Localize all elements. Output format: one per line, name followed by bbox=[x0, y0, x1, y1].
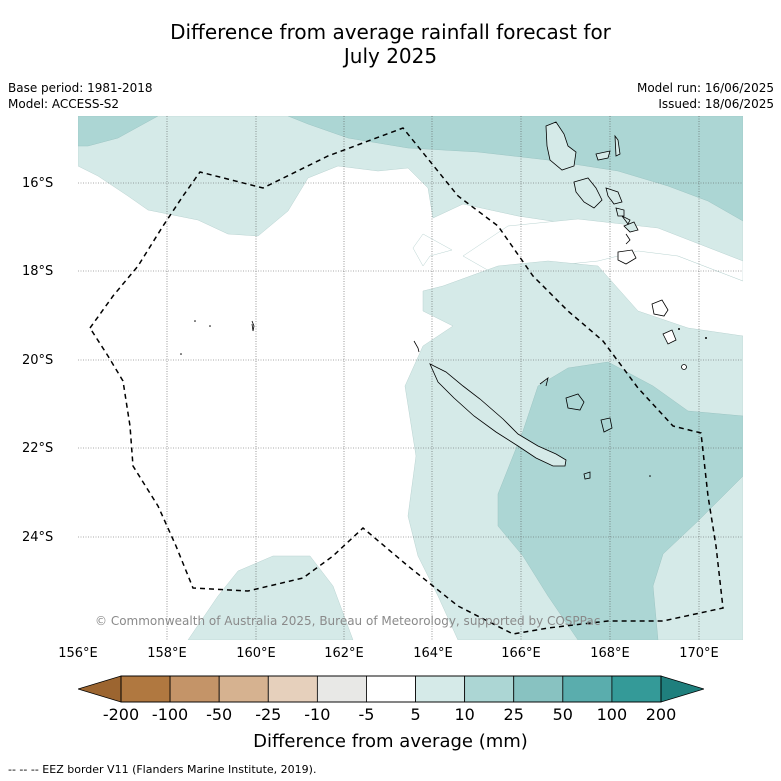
lat-label-20s: 20°S bbox=[22, 353, 54, 368]
meta-right: Model run: 16/06/2025 Issued: 18/06/2025 bbox=[637, 80, 774, 112]
vanuatu-espiritu-santo bbox=[545, 121, 577, 171]
lat-label-24s: 24°S bbox=[22, 530, 54, 545]
colorbar-tick-label: -10 bbox=[304, 705, 331, 724]
colorbar-segment bbox=[513, 675, 564, 703]
lon-label-162e: 162°E bbox=[324, 646, 364, 661]
new-caledonia-island bbox=[429, 363, 567, 467]
model-name: Model: ACCESS-S2 bbox=[8, 97, 120, 111]
lat-label-22s: 22°S bbox=[22, 441, 54, 456]
map-area bbox=[78, 116, 743, 640]
chesterfield-islet bbox=[251, 320, 255, 332]
copyright-notice: © Commonwealth of Australia 2025, Bureau… bbox=[95, 614, 601, 628]
loyalty-island-mare bbox=[600, 417, 613, 433]
loyalty-island-lifou bbox=[565, 393, 585, 411]
title-line-1: Difference from average rainfall forecas… bbox=[170, 20, 611, 44]
title-line-2: July 2025 bbox=[343, 44, 438, 68]
colorbar-segment bbox=[267, 675, 318, 703]
loyalty-island-ouvea bbox=[539, 377, 549, 387]
vanuatu-malekula bbox=[573, 177, 603, 209]
vanuatu-maewo bbox=[614, 134, 621, 157]
vanuatu-tanna bbox=[625, 233, 631, 245]
colorbar-tick-label: 5 bbox=[410, 705, 421, 724]
shade-white-hole bbox=[412, 233, 453, 267]
eez-border bbox=[89, 127, 724, 635]
map-title: Difference from average rainfall forecas… bbox=[0, 20, 781, 68]
lat-label-16s: 16°S bbox=[22, 176, 54, 191]
colorbar-frame bbox=[120, 675, 662, 703]
colorbar-tick-label: -50 bbox=[206, 705, 233, 724]
islet-far-east bbox=[705, 337, 707, 339]
colorbar-segment bbox=[611, 675, 662, 703]
shade-medium-central bbox=[497, 361, 743, 640]
lon-label-156e: 156°E bbox=[58, 646, 98, 661]
base-period: Base period: 1981-2018 bbox=[8, 81, 153, 95]
walpole-islet bbox=[649, 475, 651, 477]
colorbar-arrow-high bbox=[660, 675, 704, 703]
vanuatu-epi bbox=[615, 207, 625, 217]
lon-label-170e: 170°E bbox=[679, 646, 719, 661]
isle-of-pines bbox=[583, 471, 591, 480]
island-hunter bbox=[662, 329, 677, 345]
lon-label-166e: 166°E bbox=[501, 646, 541, 661]
vanuatu-shepherds bbox=[621, 215, 631, 225]
vanuatu-ambae bbox=[595, 150, 611, 161]
colorbar-arrow-low bbox=[78, 675, 122, 703]
lon-label-158e: 158°E bbox=[147, 646, 187, 661]
colorbar-tick-label: -5 bbox=[358, 705, 375, 724]
colorbar-tick-label: 50 bbox=[552, 705, 573, 724]
colorbar bbox=[78, 675, 704, 703]
shade-medium-nw bbox=[78, 116, 159, 147]
chesterfield-dot-2 bbox=[209, 325, 211, 327]
colorbar-tick-label: -25 bbox=[255, 705, 282, 724]
islet-east-small bbox=[678, 328, 680, 330]
islet-east bbox=[681, 364, 687, 370]
colorbar-segment bbox=[464, 675, 515, 703]
chesterfield-dot-3 bbox=[180, 353, 182, 355]
meta-left: Base period: 1981-2018 Model: ACCESS-S2 bbox=[8, 80, 153, 112]
vanuatu-erromango bbox=[617, 249, 637, 265]
colorbar-segment bbox=[218, 675, 269, 703]
graticule bbox=[78, 116, 743, 640]
eez-footnote: -- -- -- EEZ border V11 (Flanders Marine… bbox=[8, 763, 317, 776]
colorbar-segment bbox=[120, 675, 171, 703]
lon-label-168e: 168°E bbox=[590, 646, 630, 661]
island-matthew bbox=[651, 299, 669, 317]
colorbar-title: Difference from average (mm) bbox=[253, 731, 528, 752]
shade-light-southwest bbox=[187, 555, 354, 640]
model-run: Model run: 16/06/2025 bbox=[636, 81, 774, 95]
vanuatu-efate bbox=[623, 221, 639, 233]
map-svg bbox=[78, 116, 743, 640]
colorbar-segment bbox=[562, 675, 613, 703]
colorbar-segment bbox=[169, 675, 220, 703]
lon-label-160e: 160°E bbox=[236, 646, 276, 661]
colorbar-segment bbox=[366, 675, 416, 703]
colorbar-tick-label: -200 bbox=[102, 705, 140, 724]
belep-islet bbox=[413, 340, 420, 353]
issued-date: Issued: 18/06/2025 bbox=[658, 97, 774, 111]
lon-label-164e: 164°E bbox=[413, 646, 453, 661]
colorbar-segments bbox=[120, 675, 662, 703]
shade-medium-north bbox=[287, 116, 743, 222]
colorbar-tick-label: 10 bbox=[454, 705, 475, 724]
vanuatu-pentecost bbox=[605, 187, 623, 205]
colorbar-segment bbox=[415, 675, 466, 703]
lat-label-18s: 18°S bbox=[22, 264, 54, 279]
colorbar-tick-label: 25 bbox=[503, 705, 524, 724]
colorbar-tick-label: 200 bbox=[645, 705, 677, 724]
colorbar-tick-label: 100 bbox=[596, 705, 628, 724]
colorbar-tick-label: -100 bbox=[151, 705, 189, 724]
colorbar-segment bbox=[316, 675, 367, 703]
chesterfield-dot-1 bbox=[194, 320, 196, 322]
